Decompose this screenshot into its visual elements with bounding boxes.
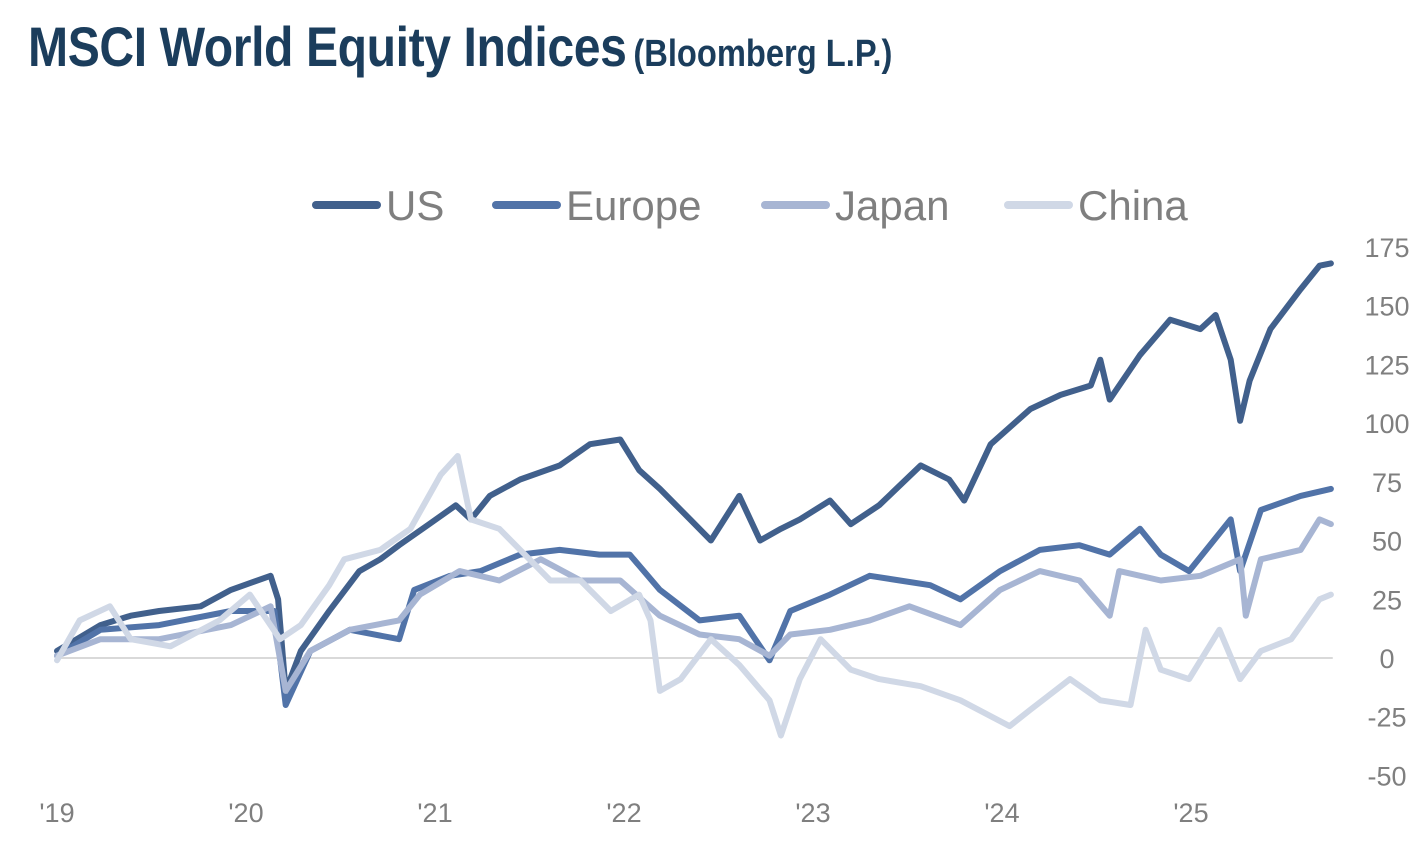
y-tick-label: 100 <box>1364 409 1409 439</box>
y-tick-label: -25 <box>1367 703 1406 733</box>
x-axis: '19 '20 '21 '22 '23 '24 '25 <box>39 798 1208 828</box>
legend-label: US <box>386 182 444 229</box>
x-tick-label: '22 <box>606 798 641 828</box>
series-line-japan <box>54 516 1334 694</box>
y-tick-label: 50 <box>1372 527 1402 557</box>
y-axis: 175 150 125 100 75 50 25 0 -25 -50 <box>1364 233 1409 792</box>
x-tick-label: '19 <box>39 798 74 828</box>
x-tick-label: '23 <box>795 798 830 828</box>
y-tick-label: 25 <box>1372 585 1402 615</box>
x-tick-label: '20 <box>228 798 263 828</box>
x-tick-label: '21 <box>417 798 452 828</box>
legend-item-us: US <box>312 182 444 229</box>
chart-title-main: MSCI World Equity Indices <box>28 15 627 78</box>
series-line-us <box>54 260 1334 694</box>
series-line-china <box>54 453 1334 739</box>
legend-item-japan: Japan <box>761 182 949 229</box>
x-tick-label: '25 <box>1173 798 1208 828</box>
y-tick-label: 0 <box>1379 644 1394 674</box>
x-tick-label: '24 <box>984 798 1019 828</box>
legend-label: Japan <box>835 182 949 229</box>
y-tick-label: 175 <box>1364 233 1409 263</box>
legend-item-europe: Europe <box>492 182 701 229</box>
y-tick-label: 150 <box>1364 292 1409 322</box>
y-tick-label: -50 <box>1367 761 1406 791</box>
legend-label: China <box>1078 182 1188 229</box>
y-tick-label: 125 <box>1364 350 1409 380</box>
legend-item-china: China <box>1004 182 1188 229</box>
legend-label: Europe <box>566 182 701 229</box>
chart-title: MSCI World Equity Indices (Bloomberg L.P.… <box>28 14 892 79</box>
legend: US Europe Japan China <box>312 182 1188 229</box>
series-lines <box>54 260 1334 739</box>
y-tick-label: 75 <box>1372 468 1402 498</box>
chart-title-source: (Bloomberg L.P.) <box>633 33 893 75</box>
